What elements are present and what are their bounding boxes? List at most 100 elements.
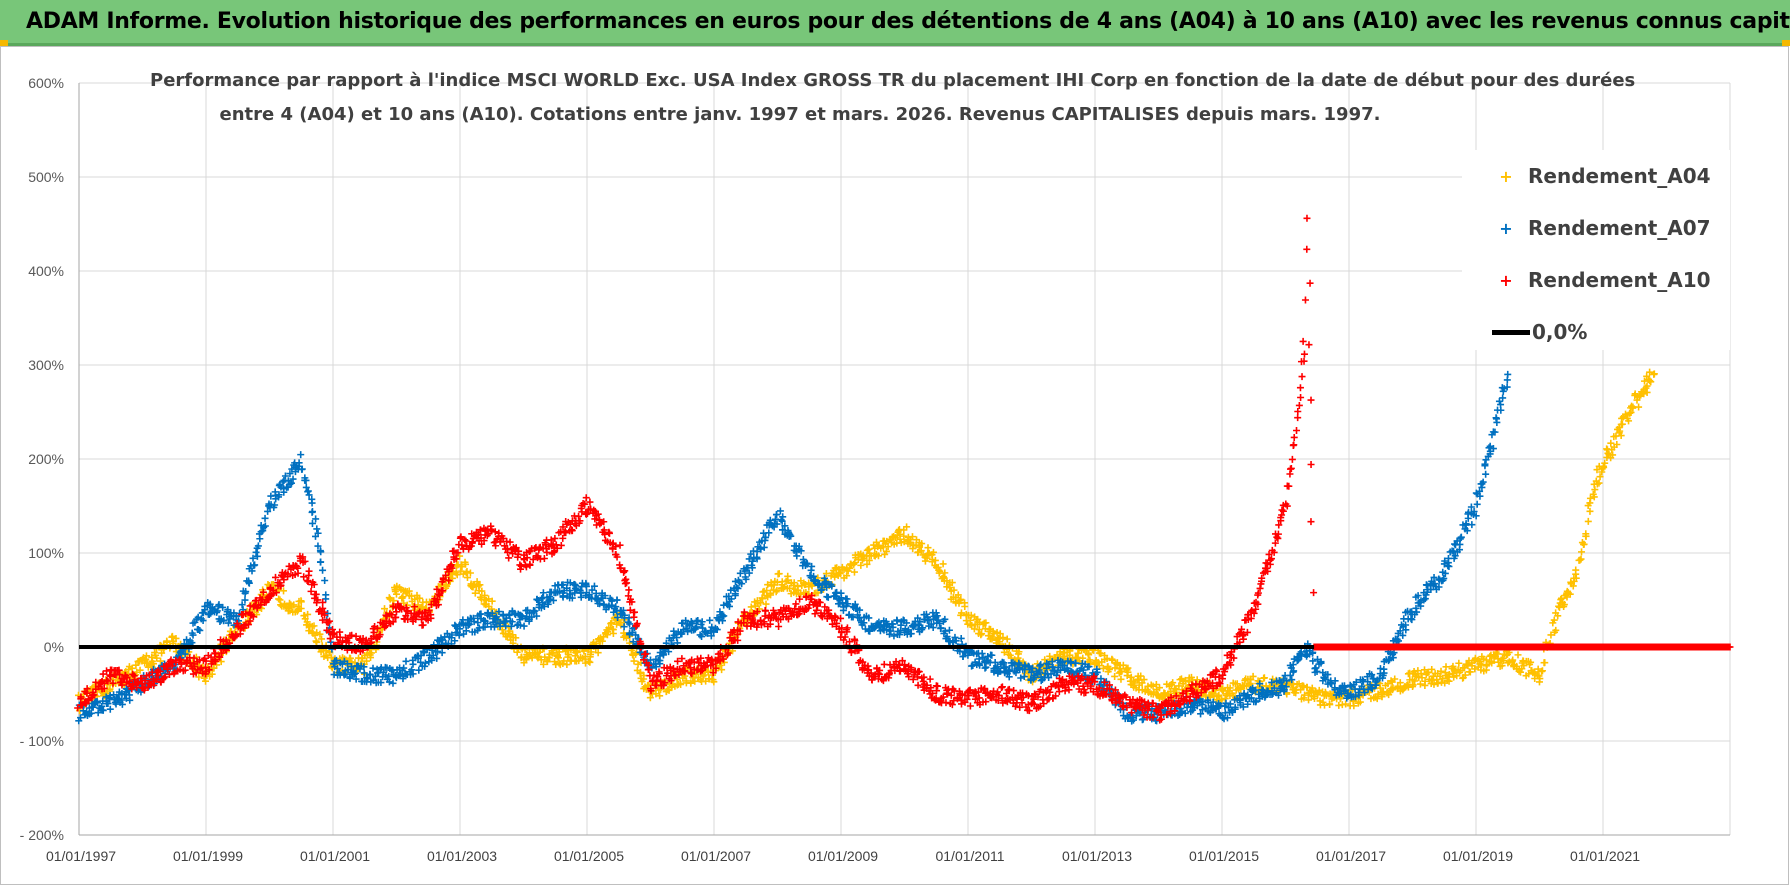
data-point — [392, 590, 400, 598]
data-point — [981, 664, 989, 672]
data-point — [952, 637, 960, 645]
data-point — [948, 701, 956, 709]
data-point — [1489, 445, 1497, 453]
data-point — [399, 593, 407, 601]
data-point — [312, 515, 320, 523]
data-point — [815, 598, 823, 606]
data-point — [107, 672, 115, 680]
data-point — [297, 598, 305, 606]
data-point — [343, 660, 351, 668]
data-point — [520, 622, 528, 630]
data-point — [232, 632, 240, 640]
data-point — [585, 657, 593, 665]
data-point — [762, 533, 770, 541]
data-point — [976, 618, 984, 626]
data-point — [776, 507, 784, 515]
data-point — [948, 579, 956, 587]
data-point — [731, 591, 739, 599]
data-point — [94, 709, 102, 717]
data-point — [831, 612, 839, 620]
data-point — [1280, 687, 1288, 695]
data-point — [400, 599, 408, 607]
data-point — [633, 620, 641, 628]
data-point — [389, 679, 397, 687]
data-point — [704, 654, 712, 662]
data-point — [1616, 427, 1624, 435]
data-point — [718, 666, 726, 674]
data-point — [1220, 715, 1228, 723]
data-point — [305, 491, 313, 499]
data-point — [125, 691, 133, 699]
data-point — [903, 619, 911, 627]
data-point — [947, 691, 955, 699]
data-point — [216, 653, 224, 661]
data-point — [1166, 709, 1174, 717]
data-point — [577, 593, 585, 601]
data-point — [943, 633, 951, 641]
data-point — [321, 611, 329, 619]
data-point — [1186, 697, 1194, 705]
data-point — [305, 571, 313, 579]
data-point — [1219, 671, 1227, 679]
data-point — [923, 681, 931, 689]
data-point — [566, 579, 574, 587]
data-point — [99, 670, 107, 678]
data-point — [915, 668, 923, 676]
data-point — [438, 649, 446, 657]
data-point — [206, 600, 214, 608]
data-point — [617, 564, 625, 572]
data-point — [773, 511, 781, 519]
data-point — [1321, 688, 1329, 696]
data-point — [1010, 687, 1018, 695]
data-point — [1006, 666, 1014, 674]
data-point — [1558, 594, 1566, 602]
data-point — [1499, 654, 1507, 662]
data-point — [317, 558, 325, 566]
data-point — [1441, 557, 1449, 565]
data-point — [363, 657, 371, 665]
data-point — [1385, 657, 1393, 665]
data-point — [317, 548, 325, 556]
data-point — [420, 649, 428, 657]
data-point — [1322, 692, 1330, 700]
data-point — [1274, 530, 1282, 538]
data-point — [740, 619, 748, 627]
data-point — [1025, 707, 1033, 715]
data-point — [416, 594, 424, 602]
data-point — [1275, 691, 1283, 699]
data-point — [549, 596, 557, 604]
data-point — [1352, 678, 1360, 686]
data-point — [1535, 672, 1543, 680]
data-point — [1306, 279, 1314, 287]
data-point — [551, 534, 559, 542]
data-point — [1596, 473, 1604, 481]
data-point — [650, 671, 658, 679]
data-point — [399, 675, 407, 683]
data-point — [811, 610, 819, 618]
data-point — [982, 698, 990, 706]
data-point — [99, 706, 107, 714]
data-point — [377, 679, 385, 687]
data-point — [322, 591, 330, 599]
data-point — [211, 650, 219, 658]
data-point — [516, 621, 524, 629]
x-tick-label: 01/01/2019 — [1443, 848, 1513, 864]
data-point — [314, 529, 322, 537]
data-point — [685, 660, 693, 668]
data-point — [827, 580, 835, 588]
data-point — [1097, 650, 1105, 658]
data-point — [540, 602, 548, 610]
data-point — [202, 657, 210, 665]
data-point — [1310, 589, 1318, 597]
data-point — [168, 632, 176, 640]
x-tick-label: 01/01/2013 — [1062, 848, 1132, 864]
data-point — [366, 670, 374, 678]
data-point — [505, 554, 513, 562]
data-point — [205, 666, 213, 674]
data-point — [612, 542, 620, 550]
data-point — [325, 617, 333, 625]
data-point — [352, 675, 360, 683]
data-point — [765, 529, 773, 537]
data-point — [398, 594, 406, 602]
data-point — [503, 545, 511, 553]
